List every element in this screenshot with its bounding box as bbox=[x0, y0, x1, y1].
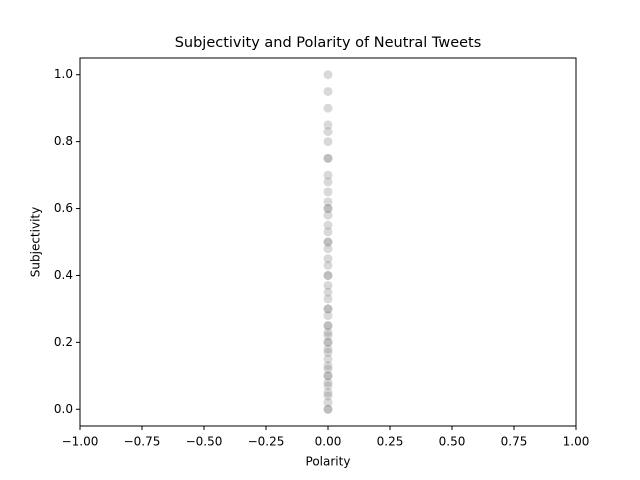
point bbox=[323, 103, 333, 113]
point bbox=[323, 398, 333, 408]
point bbox=[323, 378, 333, 388]
point bbox=[323, 361, 333, 371]
point bbox=[323, 404, 333, 414]
point bbox=[323, 86, 333, 96]
point bbox=[323, 391, 333, 401]
x-tick-label: −0.50 bbox=[186, 435, 223, 449]
point bbox=[323, 210, 333, 220]
point bbox=[323, 381, 333, 391]
point bbox=[323, 270, 333, 280]
x-tick-label: 1.00 bbox=[563, 435, 590, 449]
point bbox=[323, 321, 333, 331]
point bbox=[323, 371, 333, 381]
point bbox=[323, 170, 333, 180]
point bbox=[323, 364, 333, 374]
plot-frame bbox=[79, 57, 577, 427]
point bbox=[323, 347, 333, 357]
point bbox=[323, 337, 333, 347]
x-tick-label: 0.75 bbox=[501, 435, 528, 449]
point bbox=[323, 177, 333, 187]
point bbox=[323, 371, 333, 381]
point bbox=[323, 337, 333, 347]
point bbox=[323, 304, 333, 314]
x-tick-label: 0.00 bbox=[315, 435, 342, 449]
point bbox=[323, 327, 333, 337]
point bbox=[323, 204, 333, 214]
y-tick-label: 0.4 bbox=[54, 268, 73, 282]
point bbox=[323, 287, 333, 297]
x-tick-label: 0.25 bbox=[377, 435, 404, 449]
point bbox=[323, 254, 333, 264]
x-tick-label: −0.25 bbox=[248, 435, 285, 449]
point bbox=[323, 237, 333, 247]
y-tick-label: 1.0 bbox=[54, 67, 73, 81]
point bbox=[323, 270, 333, 280]
point bbox=[323, 260, 333, 270]
point bbox=[323, 244, 333, 254]
chart-title: Subjectivity and Polarity of Neutral Twe… bbox=[175, 35, 482, 51]
point bbox=[323, 197, 333, 207]
point bbox=[323, 354, 333, 364]
point bbox=[323, 331, 333, 341]
point bbox=[323, 237, 333, 247]
y-tick-label: 0.2 bbox=[54, 335, 73, 349]
point bbox=[323, 321, 333, 331]
point bbox=[323, 153, 333, 163]
point bbox=[323, 120, 333, 130]
point bbox=[323, 70, 333, 80]
point bbox=[323, 344, 333, 354]
y-tick-label: 0.8 bbox=[54, 134, 73, 148]
y-tick-label: 0.0 bbox=[54, 402, 73, 416]
x-tick-label: −1.00 bbox=[62, 435, 99, 449]
x-tick-label: −0.75 bbox=[124, 435, 161, 449]
point bbox=[323, 187, 333, 197]
x-axis-label: Polarity bbox=[306, 455, 351, 469]
point bbox=[323, 127, 333, 137]
point bbox=[323, 220, 333, 230]
point bbox=[323, 311, 333, 321]
point bbox=[323, 404, 333, 414]
point bbox=[323, 204, 333, 214]
point bbox=[323, 227, 333, 237]
point bbox=[323, 280, 333, 290]
point bbox=[323, 388, 333, 398]
x-tick-label: 0.50 bbox=[439, 435, 466, 449]
point bbox=[323, 153, 333, 163]
y-tick-label: 0.6 bbox=[54, 201, 73, 215]
point bbox=[323, 294, 333, 304]
y-axis-label: Subjectivity bbox=[29, 207, 43, 277]
point bbox=[323, 137, 333, 147]
point bbox=[323, 304, 333, 314]
